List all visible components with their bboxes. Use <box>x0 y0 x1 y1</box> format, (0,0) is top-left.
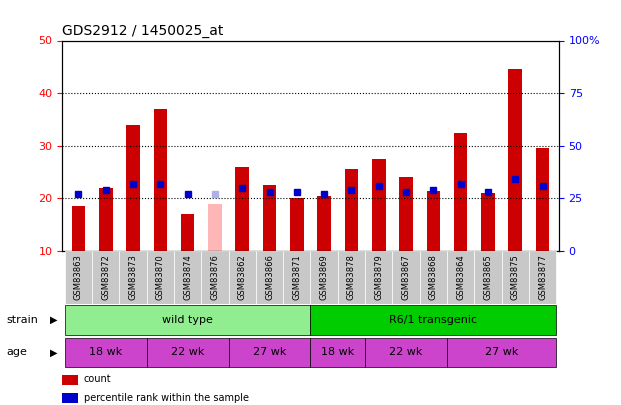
Bar <box>317 196 331 251</box>
Bar <box>399 177 413 251</box>
Text: GSM83872: GSM83872 <box>101 255 111 300</box>
Bar <box>529 251 556 304</box>
Text: 18 wk: 18 wk <box>321 347 355 357</box>
Bar <box>235 167 249 251</box>
Bar <box>392 251 420 304</box>
Text: GSM83879: GSM83879 <box>374 255 383 300</box>
Bar <box>147 338 229 367</box>
Text: GSM83864: GSM83864 <box>456 255 465 300</box>
Text: 27 wk: 27 wk <box>253 347 286 357</box>
Bar <box>420 251 447 304</box>
Text: wild type: wild type <box>162 315 213 325</box>
Bar <box>454 133 468 251</box>
Text: GSM83862: GSM83862 <box>238 255 247 300</box>
Text: GSM83863: GSM83863 <box>74 254 83 301</box>
Bar <box>365 338 447 367</box>
Bar <box>365 251 392 304</box>
Bar <box>71 207 85 251</box>
Text: GSM83868: GSM83868 <box>429 254 438 301</box>
Bar <box>502 251 529 304</box>
Text: GSM83866: GSM83866 <box>265 254 274 301</box>
Bar <box>174 251 201 304</box>
Text: GSM83877: GSM83877 <box>538 254 547 301</box>
Bar <box>427 190 440 251</box>
Text: ▶: ▶ <box>50 315 57 325</box>
Bar <box>509 70 522 251</box>
Text: R6/1 transgenic: R6/1 transgenic <box>389 315 478 325</box>
Text: 22 wk: 22 wk <box>171 347 204 357</box>
Text: count: count <box>84 375 111 384</box>
Bar <box>256 251 283 304</box>
Text: 27 wk: 27 wk <box>485 347 519 357</box>
Bar <box>201 251 229 304</box>
Bar <box>229 251 256 304</box>
Text: GSM83870: GSM83870 <box>156 255 165 300</box>
Text: age: age <box>6 347 27 357</box>
Text: 22 wk: 22 wk <box>389 347 423 357</box>
Bar <box>345 169 358 251</box>
Bar <box>481 193 495 251</box>
Bar <box>65 305 310 335</box>
Text: GDS2912 / 1450025_at: GDS2912 / 1450025_at <box>62 24 224 38</box>
Text: ▶: ▶ <box>50 347 57 357</box>
Bar <box>447 338 556 367</box>
Bar <box>208 204 222 251</box>
Bar <box>310 251 338 304</box>
Text: GSM83867: GSM83867 <box>402 254 410 301</box>
Bar <box>338 251 365 304</box>
Text: strain: strain <box>6 315 38 325</box>
Bar <box>536 149 550 251</box>
Text: 18 wk: 18 wk <box>89 347 122 357</box>
Text: GSM83875: GSM83875 <box>510 255 520 300</box>
Text: GSM83874: GSM83874 <box>183 255 192 300</box>
Bar <box>119 251 147 304</box>
Text: GSM83876: GSM83876 <box>211 254 219 301</box>
Text: GSM83871: GSM83871 <box>292 255 301 300</box>
Bar <box>65 338 147 367</box>
Text: GSM83878: GSM83878 <box>347 254 356 301</box>
Bar <box>310 338 365 367</box>
Bar <box>283 251 310 304</box>
Bar <box>447 251 474 304</box>
Bar <box>153 109 167 251</box>
Bar <box>65 251 92 304</box>
Bar <box>310 305 556 335</box>
Bar <box>99 188 112 251</box>
Bar <box>372 159 386 251</box>
Bar <box>126 125 140 251</box>
Bar <box>229 338 310 367</box>
Text: GSM83869: GSM83869 <box>320 255 329 300</box>
Text: percentile rank within the sample: percentile rank within the sample <box>84 393 249 403</box>
Bar <box>92 251 119 304</box>
Bar <box>474 251 502 304</box>
Bar <box>290 198 304 251</box>
Text: GSM83873: GSM83873 <box>129 254 138 301</box>
Bar <box>263 185 276 251</box>
Bar <box>181 214 194 251</box>
Bar <box>147 251 174 304</box>
Text: GSM83865: GSM83865 <box>483 255 492 300</box>
